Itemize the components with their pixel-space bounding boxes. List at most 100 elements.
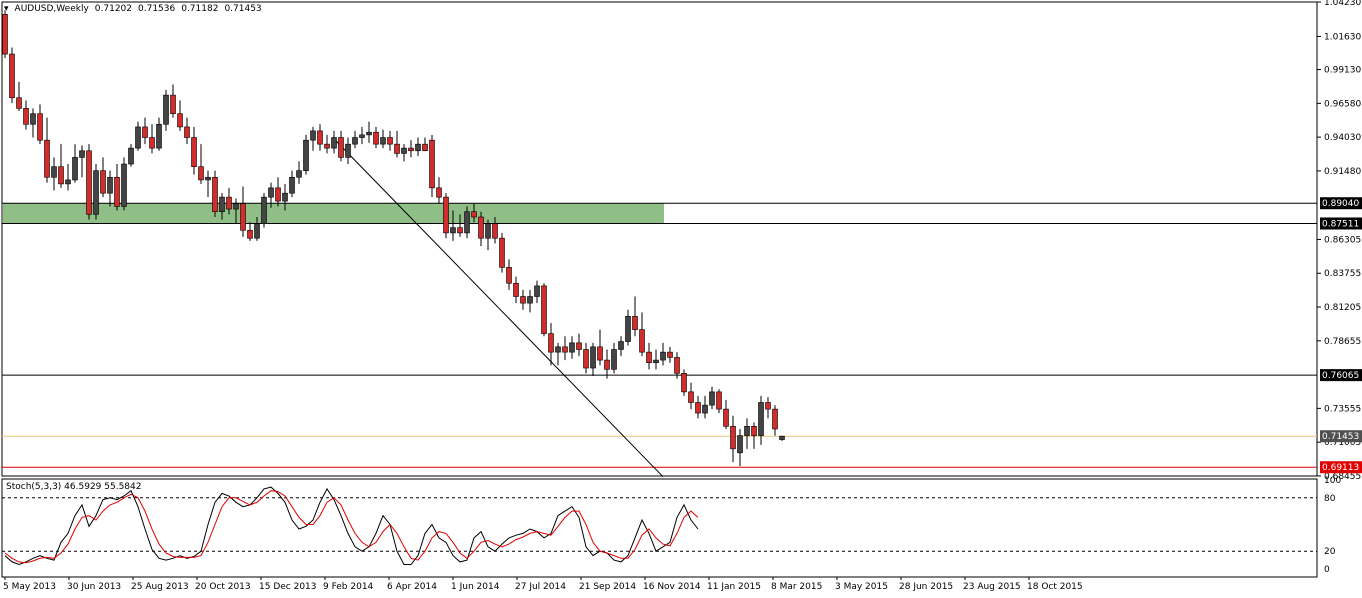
candle-body [457,227,463,234]
candle-body [247,229,253,239]
candle-body [205,176,211,181]
candle-body [184,126,190,138]
stoch-header: Stoch(5,3,3) 46.5929 55.5842 [6,482,146,492]
candle-body [443,196,449,234]
level-label-box [1320,217,1362,230]
candle-body [65,179,71,185]
candle-body [373,131,379,145]
candle-body [772,408,778,430]
candle-body [352,137,358,145]
candle-body [212,176,218,213]
candle-body [548,333,554,353]
dropdown-arrow-icon[interactable]: ▾ [4,4,9,14]
y-tick-label: 0.94030 [1324,133,1361,143]
candle-body [513,282,519,297]
candle-body [527,296,533,304]
candle-body [408,147,414,152]
level-label: 0.89040 [1322,199,1359,209]
trendline [333,138,664,478]
candle-body [716,391,722,410]
candle-body [345,143,351,158]
x-tick-label: 27 Jul 2014 [515,582,566,592]
candle-body [429,139,435,189]
candle-body [324,143,330,149]
x-tick-label: 23 Aug 2015 [963,582,1021,592]
candle-body [688,391,694,403]
stoch-series-line [4,486,699,566]
candle-body [485,223,491,239]
candle-body [254,223,260,239]
candle-body [660,351,666,361]
candle-body [289,176,295,194]
candle-body [121,163,127,207]
main-panel-frame [1,1,1318,477]
candle-body [576,342,582,350]
candle-body [401,147,407,154]
y-tick-label: 0.96580 [1324,99,1361,109]
candle-body [646,351,652,364]
chart-header: ▾ AUDUSD,Weekly 0.71202 0.71536 0.71182 0.714… [4,4,268,14]
candle-body [149,137,155,149]
candle-body [93,170,99,215]
candle-body [478,216,484,239]
candle-body [569,342,575,353]
candle-body [30,113,36,125]
candle-body [23,108,29,125]
level-label-box [1320,461,1362,474]
x-tick-label: 16 Nov 2014 [643,582,701,592]
candle-body [261,196,267,224]
high-value: 0.71536 [138,4,176,14]
candle-body [331,137,337,149]
candle-body [471,211,477,218]
x-tick-label: 6 Apr 2014 [387,582,437,592]
y-tick-label: 0.83755 [1324,269,1361,279]
candle-body [506,267,512,284]
y-tick-label: 0.78655 [1324,337,1361,347]
y-tick-label: 0.81205 [1324,303,1361,313]
candle-body [9,53,15,99]
x-tick-label: 5 May 2013 [3,582,56,592]
candle-body [191,137,197,167]
chart-symbol: AUDUSD,Weekly [14,4,89,14]
candle-body [464,211,470,234]
candle-body [779,435,785,440]
candle-body [2,14,8,55]
open-value: 0.71202 [94,4,132,14]
level-label-box [1320,430,1362,443]
candle-body [163,94,169,125]
candle-body [422,143,428,152]
candle-body [107,176,113,194]
candle-body [114,176,120,207]
candle-body [156,123,162,149]
low-value: 0.71182 [181,4,219,14]
stoch-title: Stoch(5,3,3) 46.5929 55.5842 [6,482,142,492]
candle-body [16,97,22,109]
candle-body [695,402,701,414]
candle-body [450,227,456,234]
x-tick-label: 11 Jan 2015 [707,582,761,592]
candle-body [639,329,645,353]
level-label-box [1320,197,1362,210]
stoch-series-line [4,490,699,564]
y-tick-label: 0.99130 [1324,66,1361,76]
x-tick-label: 15 Dec 2013 [259,582,317,592]
y-tick-label: 1.04230 [1324,0,1361,8]
candle-body [366,131,372,136]
candle-body [730,426,736,450]
y-tick-label: 0.86305 [1324,235,1361,245]
candle-body [79,150,85,158]
candle-body [415,143,421,152]
candle-body [58,166,64,185]
x-tick-label: 9 Feb 2014 [323,582,374,592]
candle-body [198,166,204,181]
level-label: 0.87511 [1322,219,1359,229]
candle-body [583,349,589,369]
candle-body [653,359,659,364]
candle-body [275,187,281,202]
candle-body [296,170,302,178]
candle-body [387,137,393,145]
candle-body [604,359,610,370]
candle-body [499,237,505,268]
candle-body [555,346,561,353]
